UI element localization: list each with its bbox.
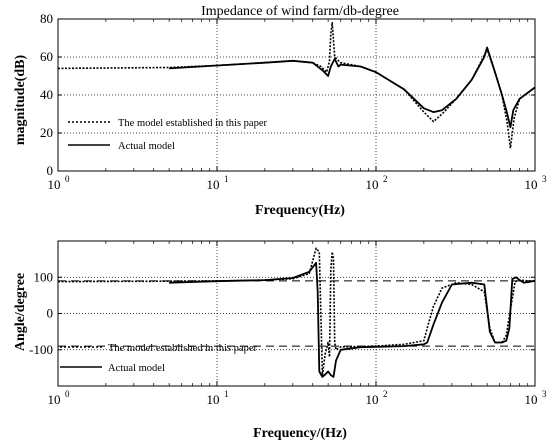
bottom-legend: The model established in this paper Actu… <box>60 343 258 374</box>
bottom-series-actual-model <box>169 261 536 378</box>
top-y-tick-label: 40 <box>40 87 53 102</box>
top-x-tick-label: 10 <box>366 177 379 192</box>
top-y-axis-label: magnitude(dB) <box>13 55 28 146</box>
top-legend: The model established in this paper Actu… <box>68 118 268 152</box>
bottom-y-axis-label: Angle/degree <box>13 273 28 351</box>
bottom-x-tick-exponent: 0 <box>65 389 70 399</box>
top-legend-label-actual: Actual model <box>118 141 175 152</box>
top-y-tick-label: 80 <box>40 11 53 26</box>
top-x-tick-exponent: 2 <box>383 174 388 184</box>
bottom-legend-label-actual: Actual model <box>108 363 165 374</box>
bottom-x-tick-exponent: 2 <box>383 389 388 399</box>
bottom-x-tick-label: 10 <box>525 392 538 407</box>
top-x-tick-label: 10 <box>48 177 61 192</box>
top-x-tick-exponent: 1 <box>224 174 229 184</box>
top-plot-area <box>58 19 535 171</box>
top-x-tick-exponent: 0 <box>65 174 70 184</box>
bottom-x-axis-label: Frequency/(Hz) <box>253 426 347 441</box>
top-y-tick-label: 20 <box>40 125 53 140</box>
bottom-y-tick-label: 100 <box>34 269 54 284</box>
top-x-tick-exponent: 3 <box>542 174 547 184</box>
bottom-x-tick-exponent: 3 <box>542 389 547 399</box>
bottom-x-tick-label: 10 <box>48 392 61 407</box>
top-x-axis-label: Frequency(Hz) <box>255 203 345 218</box>
bottom-y-tick-label: -100 <box>29 342 53 357</box>
top-x-tick-label: 10 <box>207 177 220 192</box>
bottom-legend-label-model: The model established in this paper <box>108 343 258 354</box>
top-y-tick-label: 0 <box>47 163 54 178</box>
bottom-plot-area <box>58 241 535 386</box>
bottom-y-tick-label: 0 <box>47 306 54 321</box>
top-series-actual-model <box>169 46 536 129</box>
bottom-x-tick-label: 10 <box>207 392 220 407</box>
bottom-x-tick-exponent: 1 <box>224 389 229 399</box>
top-y-tick-label: 60 <box>40 49 53 64</box>
top-x-tick-label: 10 <box>525 177 538 192</box>
bottom-x-tick-label: 10 <box>366 392 379 407</box>
top-legend-label-model: The model established in this paper <box>118 118 268 129</box>
top-chart-title: Impedance of wind farm/db-degree <box>201 4 399 19</box>
